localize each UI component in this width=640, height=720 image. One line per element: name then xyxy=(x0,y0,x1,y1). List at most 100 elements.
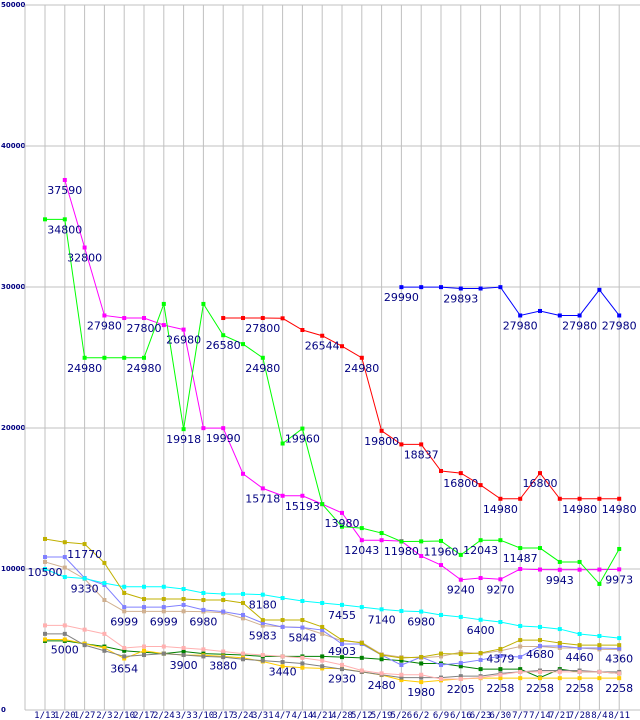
data-label: 34800 xyxy=(47,223,82,236)
data-point-cyan xyxy=(478,617,483,622)
data-point-dark-green xyxy=(320,654,325,659)
data-point-red xyxy=(221,316,226,321)
data-point-cyan xyxy=(577,632,582,637)
data-point-blue xyxy=(419,285,424,290)
data-point-light-blue xyxy=(201,607,206,612)
data-point-light-blue xyxy=(122,605,127,610)
data-point-pink xyxy=(478,675,483,680)
data-point-magenta xyxy=(340,510,344,515)
x-tick-label: 2/24 xyxy=(153,711,175,720)
data-point-red xyxy=(320,333,325,338)
x-tick-label: 3/17 xyxy=(212,711,234,720)
data-point-green xyxy=(320,502,325,507)
data-point-pink xyxy=(241,651,245,656)
data-point-light-blue xyxy=(142,605,146,610)
data-point-gray xyxy=(419,675,424,680)
data-point-olive xyxy=(142,597,146,602)
data-point-gold xyxy=(419,680,424,685)
data-point-green xyxy=(340,524,344,529)
data-point-green xyxy=(201,301,206,306)
data-point-gray xyxy=(122,654,127,659)
data-point-pink xyxy=(142,644,146,649)
x-tick-label: 7/14 xyxy=(529,711,551,720)
data-point-pink xyxy=(557,669,562,674)
data-point-light-blue xyxy=(43,555,47,560)
data-label: 15718 xyxy=(245,492,280,505)
data-point-light-blue xyxy=(597,645,602,650)
data-point-gold xyxy=(320,666,325,671)
data-point-olive xyxy=(439,651,443,656)
data-point-blue xyxy=(557,313,562,318)
data-point-green xyxy=(82,355,87,360)
data-label: 4680 xyxy=(526,648,554,661)
data-label: 11960 xyxy=(424,545,459,558)
data-point-gray xyxy=(340,667,344,672)
data-point-pink xyxy=(577,669,582,674)
data-point-green xyxy=(181,427,186,432)
data-point-gray xyxy=(43,631,47,636)
data-point-tan xyxy=(43,559,47,564)
data-label: 9240 xyxy=(447,584,475,597)
data-point-green xyxy=(379,531,384,536)
data-point-olive xyxy=(201,598,206,603)
data-point-light-blue xyxy=(161,605,166,610)
data-point-light-blue xyxy=(557,643,562,648)
data-point-olive xyxy=(181,597,186,602)
data-point-magenta xyxy=(62,177,67,182)
data-label: 2258 xyxy=(486,682,514,695)
x-tick-label: 8/4 xyxy=(591,711,607,720)
data-label: 9943 xyxy=(546,574,574,587)
data-point-gold xyxy=(280,664,285,669)
data-point-pink xyxy=(201,647,206,652)
data-point-gray xyxy=(300,661,305,666)
data-label: 37590 xyxy=(47,184,82,197)
data-point-gold xyxy=(577,676,582,681)
data-label: 24980 xyxy=(67,362,102,375)
data-point-light-blue xyxy=(320,628,325,633)
data-point-gray xyxy=(458,674,463,679)
data-point-dark-green xyxy=(359,655,364,660)
data-point-blue xyxy=(439,285,443,290)
data-label: 2930 xyxy=(328,673,356,686)
data-point-olive xyxy=(577,643,582,648)
data-point-dark-green xyxy=(181,649,186,654)
data-point-dark-green xyxy=(518,667,523,672)
data-point-blue xyxy=(458,286,463,291)
series-green xyxy=(43,217,622,586)
data-point-blue xyxy=(597,287,602,292)
data-point-blue xyxy=(478,286,483,291)
data-label: 6999 xyxy=(150,615,178,628)
data-point-gray xyxy=(260,658,265,663)
data-point-pink xyxy=(597,669,602,674)
data-point-cyan xyxy=(122,584,127,589)
data-point-magenta xyxy=(617,567,622,572)
data-point-green xyxy=(597,581,602,586)
data-point-light-blue xyxy=(62,555,67,560)
data-point-cyan xyxy=(498,620,503,625)
data-point-gold xyxy=(557,676,562,681)
data-point-light-blue xyxy=(439,663,443,668)
data-label: 26580 xyxy=(206,339,241,352)
data-point-magenta xyxy=(142,316,146,321)
data-label: 27980 xyxy=(87,319,122,332)
x-tick-label: 4/7 xyxy=(274,711,290,720)
data-point-pink xyxy=(498,672,503,677)
data-point-pink xyxy=(379,671,384,676)
data-point-cyan xyxy=(102,581,107,586)
data-point-red xyxy=(538,471,542,476)
data-point-pink xyxy=(518,669,523,674)
data-point-gray xyxy=(161,651,166,656)
data-label: 19918 xyxy=(166,433,201,446)
data-point-magenta xyxy=(280,493,285,498)
data-point-magenta xyxy=(458,577,463,582)
data-point-gray xyxy=(399,675,404,680)
data-point-gold xyxy=(43,637,47,642)
data-label: 5000 xyxy=(51,644,79,657)
data-point-tan xyxy=(102,598,107,603)
data-label: 27980 xyxy=(562,319,597,332)
data-point-cyan xyxy=(241,591,245,596)
data-point-tan xyxy=(260,623,265,628)
data-label: 27800 xyxy=(127,322,162,335)
data-point-cyan xyxy=(439,612,443,617)
data-point-green xyxy=(260,355,265,360)
